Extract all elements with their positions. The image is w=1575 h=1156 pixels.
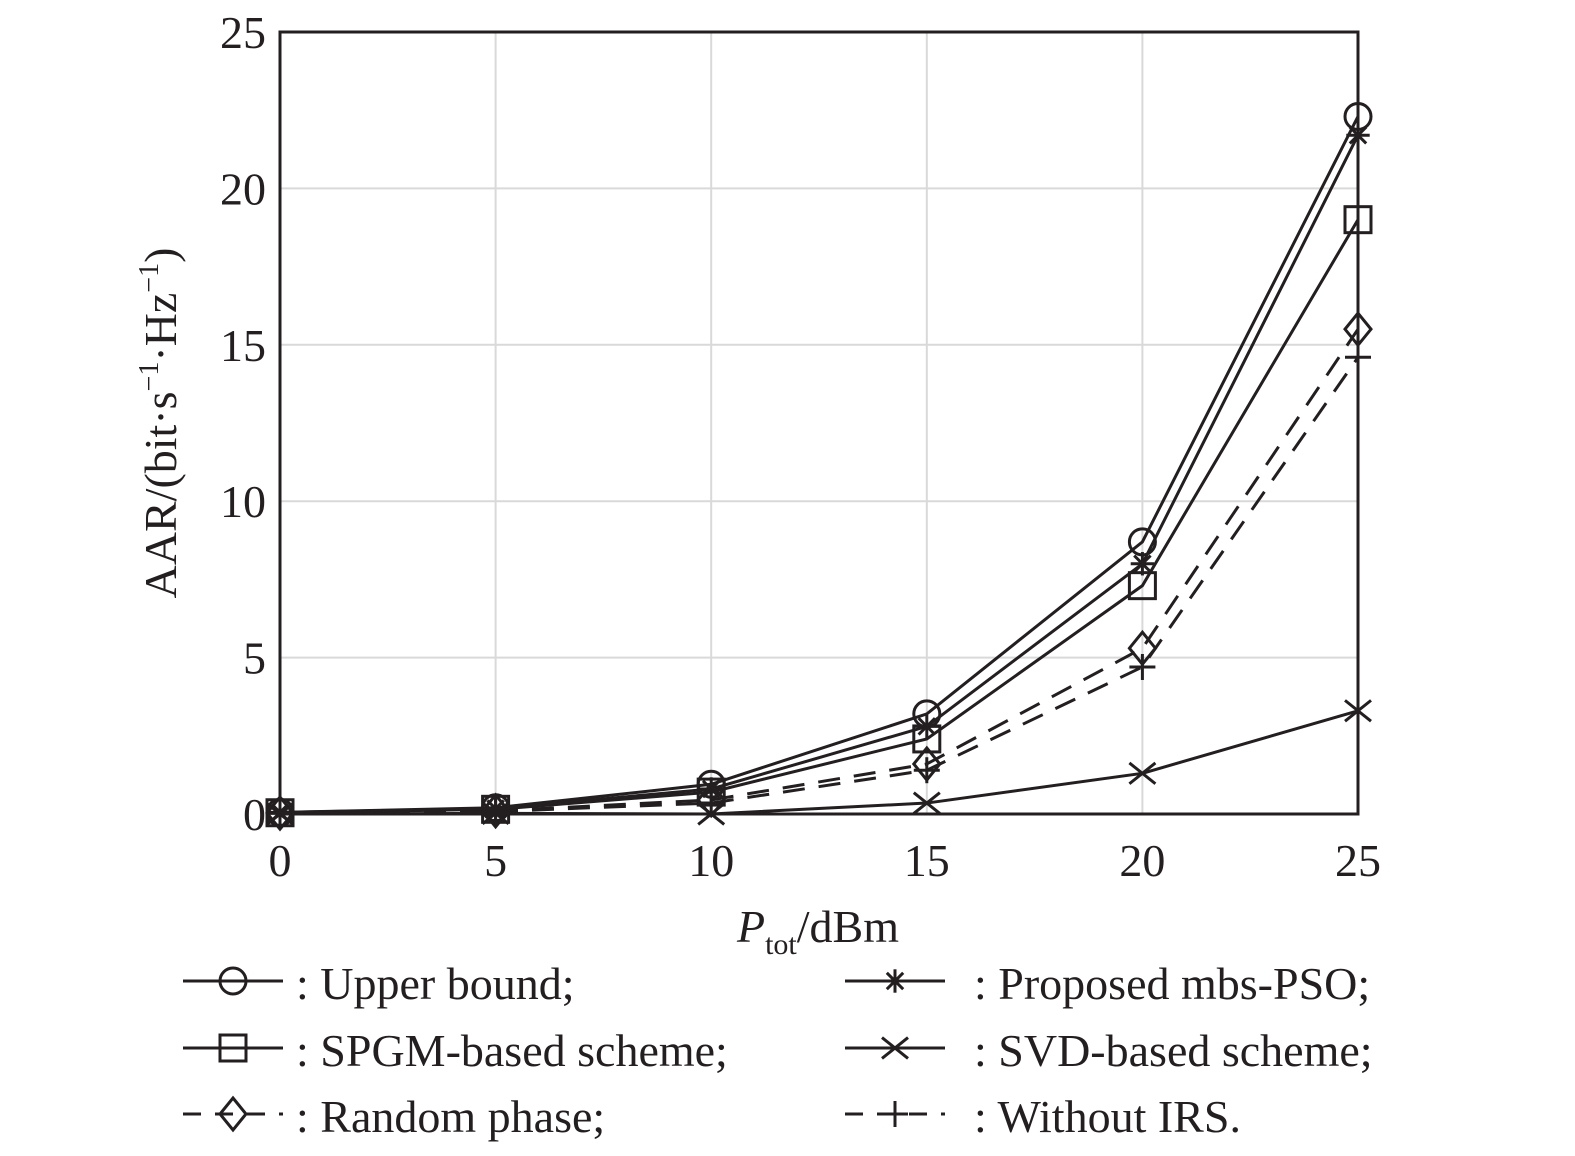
legend-item-svd-based-scheme: : SVD-based scheme; [845, 1025, 1373, 1076]
legend-marker-square-icon [218, 1033, 248, 1063]
legend-marker-diamond-icon [218, 1095, 248, 1133]
series-line-proposed-mbs-pso [279, 134, 1360, 814]
legend-marker-x-icon [881, 1036, 909, 1060]
x-tick-label: 20 [1119, 835, 1165, 886]
legend-label: : Random phase; [296, 1091, 605, 1142]
data-point-without-irs [698, 790, 725, 817]
legend-item-without-irs: : Without IRS. [845, 1091, 1241, 1142]
data-point-without-irs [482, 798, 509, 825]
y-tick-label: 15 [220, 320, 266, 371]
plot-frame [278, 30, 1360, 816]
series-line-spgm-based-scheme [279, 218, 1360, 815]
data-point-proposed-mbs-pso [1130, 552, 1155, 576]
x-tick-label: 15 [904, 835, 950, 886]
data-point-without-irs [1129, 653, 1156, 680]
x-tick-label: 25 [1335, 835, 1381, 886]
legend-item-spgm-based-scheme: : SPGM-based scheme; [183, 1025, 728, 1076]
grid-lines [280, 32, 1358, 814]
data-point-svd-based-scheme [912, 791, 941, 815]
legend-label: : SPGM-based scheme; [296, 1025, 728, 1076]
legend-marker-plus-icon [882, 1101, 908, 1127]
legend-marker-asterisk-icon [883, 969, 907, 993]
y-tick-label: 10 [220, 476, 266, 527]
y-tick-label: 5 [243, 633, 266, 684]
data-point-proposed-mbs-pso [915, 714, 939, 739]
y-tick-label: 25 [220, 7, 266, 58]
y-tick-labels: 0 5 10 15 20 25 [220, 7, 266, 840]
y-axis-label: AAR/(bit·s−1·Hz−1) [134, 248, 186, 599]
x-tick-labels: 0 5 10 15 20 25 [269, 835, 1382, 886]
legend: : Upper bound; : SPGM-based scheme; : Rand… [183, 958, 1373, 1142]
series-group [265, 101, 1373, 832]
legend-label: : Without IRS. [974, 1091, 1241, 1142]
legend-label: : Proposed mbs-PSO; [974, 958, 1370, 1009]
legend-item-upper-bound: : Upper bound; [183, 958, 575, 1009]
legend-label: : Upper bound; [296, 958, 575, 1009]
data-point-without-irs [913, 757, 940, 784]
x-axis-label: Ptot/dBm [736, 901, 899, 961]
x-tick-label: 5 [484, 835, 507, 886]
series-line-upper-bound [279, 115, 1360, 814]
series-line-without-irs [279, 356, 1360, 815]
data-point-svd-based-scheme [1128, 761, 1157, 785]
y-tick-label: 0 [243, 789, 266, 840]
legend-marker-circle-icon [218, 966, 248, 996]
legend-label: : SVD-based scheme; [974, 1025, 1373, 1076]
x-tick-label: 10 [688, 835, 734, 886]
series-line-svd-based-scheme [279, 709, 1359, 816]
series-line-random-phase [279, 328, 1360, 815]
legend-item-random-phase: : Random phase; [183, 1091, 605, 1142]
x-tick-label: 0 [269, 835, 292, 886]
y-tick-label: 20 [220, 163, 266, 214]
legend-item-proposed-mbs-pso: : Proposed mbs-PSO; [845, 958, 1370, 1009]
